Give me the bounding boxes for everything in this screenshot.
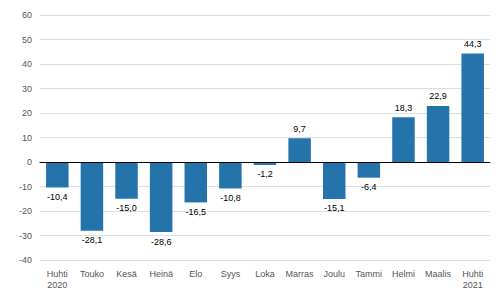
- svg-text:0: 0: [27, 157, 32, 167]
- svg-text:Touko: Touko: [80, 269, 104, 279]
- svg-text:-40: -40: [19, 255, 32, 265]
- svg-text:9,7: 9,7: [293, 124, 306, 134]
- svg-text:2020: 2020: [47, 280, 67, 290]
- svg-text:Huhti: Huhti: [47, 269, 68, 279]
- svg-text:-1,2: -1,2: [257, 169, 273, 179]
- svg-text:-15,0: -15,0: [116, 203, 137, 213]
- svg-text:-28,6: -28,6: [151, 237, 172, 247]
- svg-text:-10,8: -10,8: [220, 193, 241, 203]
- svg-text:Tammi: Tammi: [356, 269, 383, 279]
- svg-text:Marras: Marras: [286, 269, 315, 279]
- svg-text:Elo: Elo: [189, 269, 202, 279]
- svg-text:44,3: 44,3: [464, 39, 482, 49]
- svg-text:2021: 2021: [463, 280, 483, 290]
- svg-text:18,3: 18,3: [395, 103, 413, 113]
- svg-text:Huhti: Huhti: [462, 269, 483, 279]
- svg-text:Syys: Syys: [221, 269, 241, 279]
- svg-text:50: 50: [22, 35, 32, 45]
- svg-text:-10: -10: [19, 182, 32, 192]
- svg-text:30: 30: [22, 84, 32, 94]
- svg-text:10: 10: [22, 133, 32, 143]
- svg-text:22,9: 22,9: [429, 91, 447, 101]
- svg-text:Heinä: Heinä: [149, 269, 173, 279]
- svg-text:-20: -20: [19, 206, 32, 216]
- svg-text:Joulu: Joulu: [323, 269, 345, 279]
- svg-text:-6,4: -6,4: [361, 182, 377, 192]
- svg-text:Helmi: Helmi: [392, 269, 415, 279]
- svg-text:60: 60: [22, 10, 32, 20]
- svg-text:Maalis: Maalis: [425, 269, 452, 279]
- svg-text:20: 20: [22, 108, 32, 118]
- svg-text:-15,1: -15,1: [324, 203, 345, 213]
- svg-text:-28,1: -28,1: [82, 235, 103, 245]
- svg-text:-30: -30: [19, 231, 32, 241]
- svg-text:Loka: Loka: [255, 269, 275, 279]
- svg-text:-16,5: -16,5: [186, 207, 207, 217]
- svg-text:40: 40: [22, 59, 32, 69]
- svg-text:Kesä: Kesä: [116, 269, 137, 279]
- svg-text:-10,4: -10,4: [47, 192, 68, 202]
